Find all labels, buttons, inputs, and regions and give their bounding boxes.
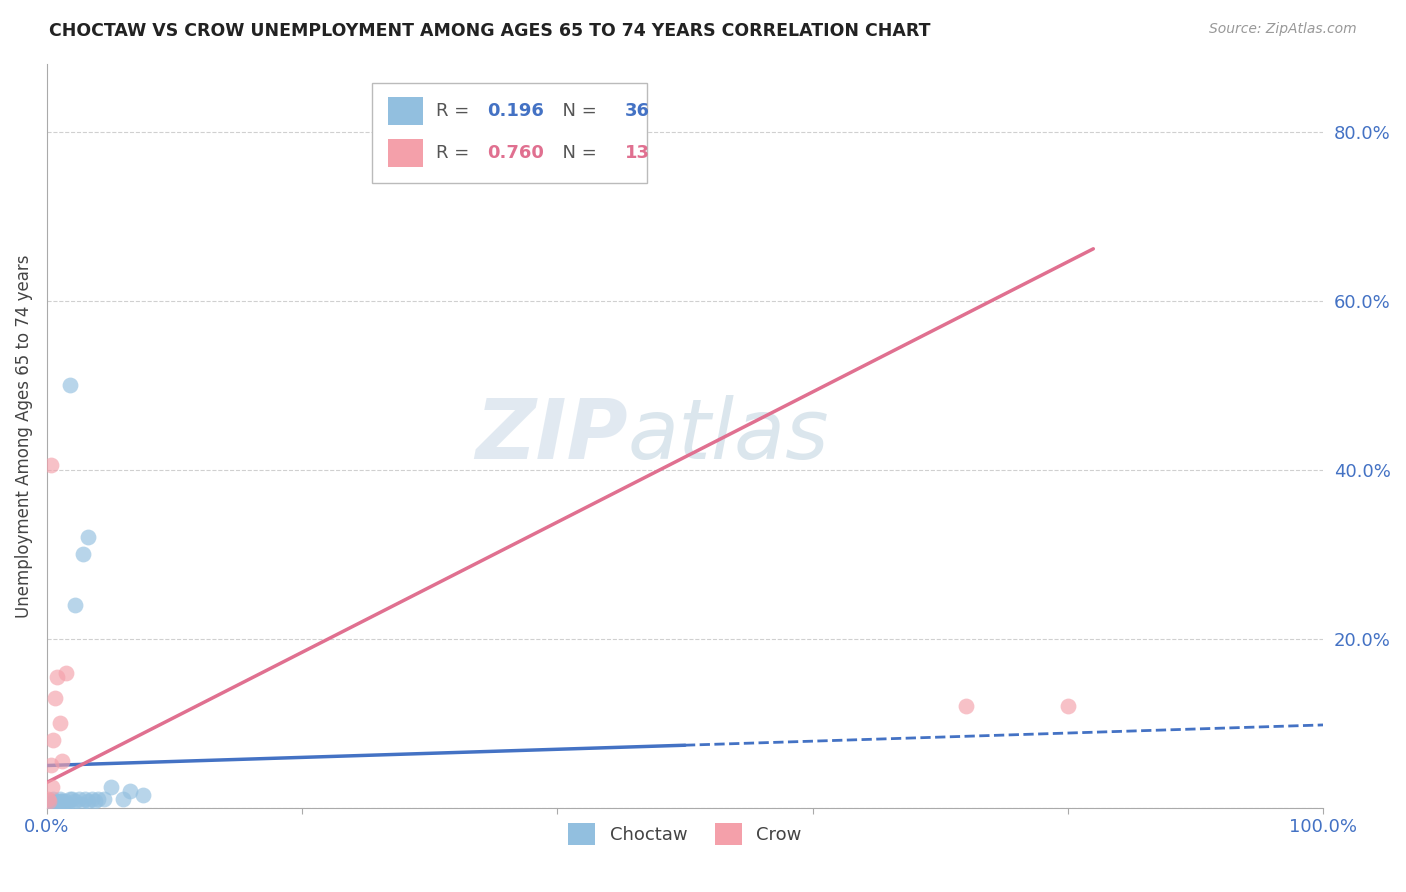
Text: N =: N = bbox=[551, 102, 602, 120]
Text: 13: 13 bbox=[626, 145, 650, 162]
Point bbox=[63, 794, 86, 808]
Point bbox=[39, 458, 62, 473]
Point bbox=[56, 797, 79, 811]
Point bbox=[42, 792, 65, 806]
Text: atlas: atlas bbox=[627, 395, 830, 476]
Point bbox=[41, 780, 63, 794]
Point bbox=[39, 758, 62, 772]
Point bbox=[46, 670, 69, 684]
Point bbox=[67, 792, 90, 806]
Point bbox=[41, 798, 63, 813]
Point bbox=[49, 794, 72, 808]
Point bbox=[48, 792, 70, 806]
Point bbox=[42, 797, 65, 811]
Point bbox=[131, 788, 153, 802]
Point bbox=[55, 797, 77, 811]
Point bbox=[55, 665, 77, 680]
Point bbox=[93, 792, 115, 806]
Point bbox=[37, 797, 59, 811]
Point bbox=[37, 792, 59, 806]
Point bbox=[48, 797, 70, 811]
Point bbox=[70, 797, 93, 811]
Bar bbox=[388, 139, 423, 168]
Point bbox=[76, 794, 98, 808]
Point bbox=[75, 792, 97, 806]
Point bbox=[38, 794, 60, 808]
Point bbox=[53, 794, 76, 808]
Point bbox=[51, 754, 73, 768]
Point bbox=[72, 547, 94, 561]
Point bbox=[41, 794, 63, 808]
Point bbox=[51, 794, 73, 808]
Point bbox=[84, 794, 107, 808]
Text: R =: R = bbox=[436, 102, 475, 120]
Point bbox=[100, 780, 122, 794]
Point bbox=[63, 598, 86, 612]
Point bbox=[39, 797, 62, 811]
Point bbox=[45, 794, 67, 808]
Point bbox=[48, 716, 70, 731]
Point bbox=[76, 530, 98, 544]
Text: CHOCTAW VS CROW UNEMPLOYMENT AMONG AGES 65 TO 74 YEARS CORRELATION CHART: CHOCTAW VS CROW UNEMPLOYMENT AMONG AGES … bbox=[49, 22, 931, 40]
Text: 36: 36 bbox=[626, 102, 650, 120]
Point bbox=[955, 699, 977, 714]
Point bbox=[44, 797, 66, 811]
FancyBboxPatch shape bbox=[373, 83, 647, 183]
Text: 0.196: 0.196 bbox=[486, 102, 544, 120]
Point bbox=[59, 792, 82, 806]
Y-axis label: Unemployment Among Ages 65 to 74 years: Unemployment Among Ages 65 to 74 years bbox=[15, 254, 32, 617]
Point bbox=[44, 798, 66, 813]
Point bbox=[87, 792, 110, 806]
Point bbox=[112, 792, 135, 806]
Legend: Choctaw, Crow: Choctaw, Crow bbox=[560, 814, 810, 855]
Point bbox=[48, 798, 70, 813]
Text: R =: R = bbox=[436, 145, 475, 162]
Point bbox=[52, 797, 75, 811]
Point bbox=[42, 733, 65, 747]
Point bbox=[62, 792, 84, 806]
Point bbox=[59, 378, 82, 392]
Text: Source: ZipAtlas.com: Source: ZipAtlas.com bbox=[1209, 22, 1357, 37]
Point bbox=[46, 797, 69, 811]
Point bbox=[44, 690, 66, 705]
Text: 0.760: 0.760 bbox=[486, 145, 544, 162]
Text: N =: N = bbox=[551, 145, 602, 162]
Point bbox=[38, 797, 60, 811]
Point bbox=[45, 797, 67, 811]
Bar bbox=[388, 97, 423, 125]
Point bbox=[80, 792, 103, 806]
Text: ZIP: ZIP bbox=[475, 395, 627, 476]
Point bbox=[1056, 699, 1078, 714]
Point bbox=[118, 784, 141, 798]
